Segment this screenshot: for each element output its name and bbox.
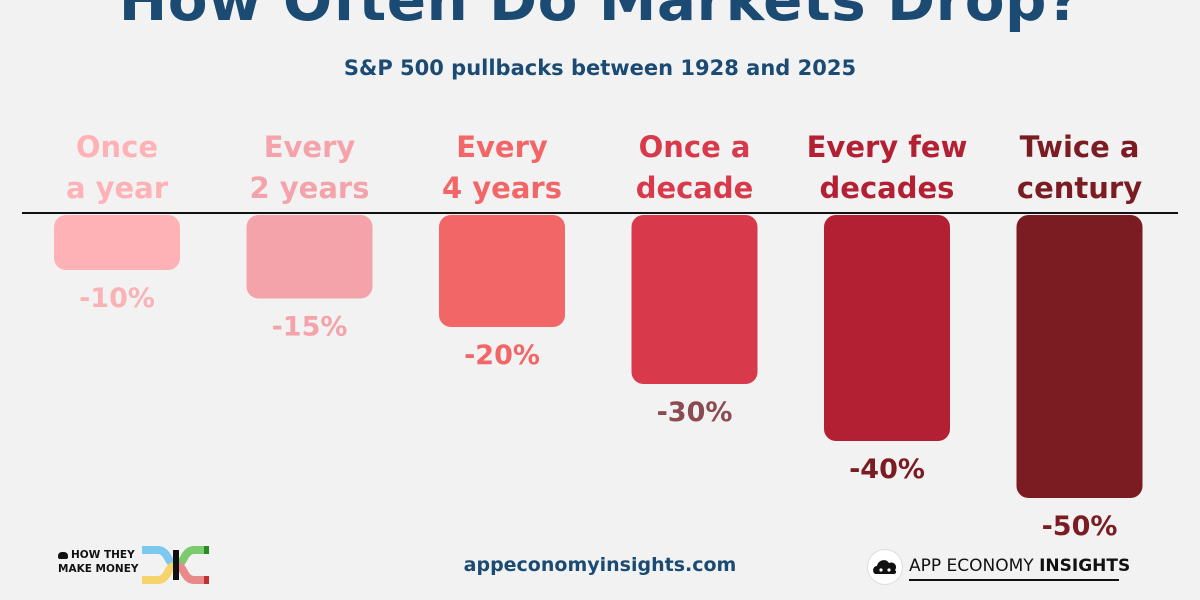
value-label-1: -10% — [79, 283, 155, 314]
flow-logo-icon — [142, 546, 209, 584]
category-label-4-line-1: Once a — [639, 130, 751, 164]
value-label-6: -50% — [1042, 511, 1118, 542]
category-label-2-line-1: Every — [264, 130, 356, 164]
category-label-1-line-2: a year — [66, 171, 169, 205]
category-label-2-line-2: 2 years — [250, 171, 370, 205]
bar-2 — [246, 215, 373, 299]
chart-title: How Often Do Markets Drop? — [118, 0, 1082, 34]
value-label-3: -20% — [464, 340, 540, 371]
right-brand-bold: INSIGHTS — [1039, 556, 1131, 576]
category-label-3-line-2: 4 years — [442, 171, 562, 205]
category-label-1-line-1: Once — [76, 130, 158, 164]
value-label-2: -15% — [272, 312, 348, 343]
right-brand-regular: APP ECONOMY — [909, 556, 1040, 576]
cloud-controller-icon — [867, 549, 903, 585]
chart-subtitle: S&P 500 pullbacks between 1928 and 2025 — [343, 56, 857, 80]
bar-1 — [54, 215, 180, 270]
left-brand-line1: HOW THEY — [71, 549, 135, 561]
app-economy-insights-logo: APP ECONOMY INSIGHTS — [867, 549, 1147, 585]
bar-6 — [1016, 215, 1143, 498]
category-label-6-line-2: century — [1017, 171, 1142, 205]
brand-underline — [909, 579, 1119, 581]
bar-4 — [631, 215, 758, 384]
category-label-5-line-2: decades — [820, 171, 955, 205]
cloud-icon — [58, 551, 68, 559]
bar-3 — [439, 215, 565, 327]
how-they-make-money-logo: HOW THEY MAKE MONEY — [58, 542, 218, 592]
bar-5 — [824, 215, 950, 441]
value-label-4: -30% — [657, 397, 733, 428]
footer-url: appeconomyinsights.com — [463, 554, 737, 576]
left-brand-line2: MAKE MONEY — [58, 563, 139, 575]
category-label-6-line-1: Twice a — [1020, 130, 1140, 164]
category-label-3-line-1: Every — [456, 130, 548, 164]
category-label-4-line-2: decade — [636, 171, 754, 205]
category-label-5-line-1: Every few — [807, 130, 968, 164]
value-label-5: -40% — [849, 454, 925, 485]
